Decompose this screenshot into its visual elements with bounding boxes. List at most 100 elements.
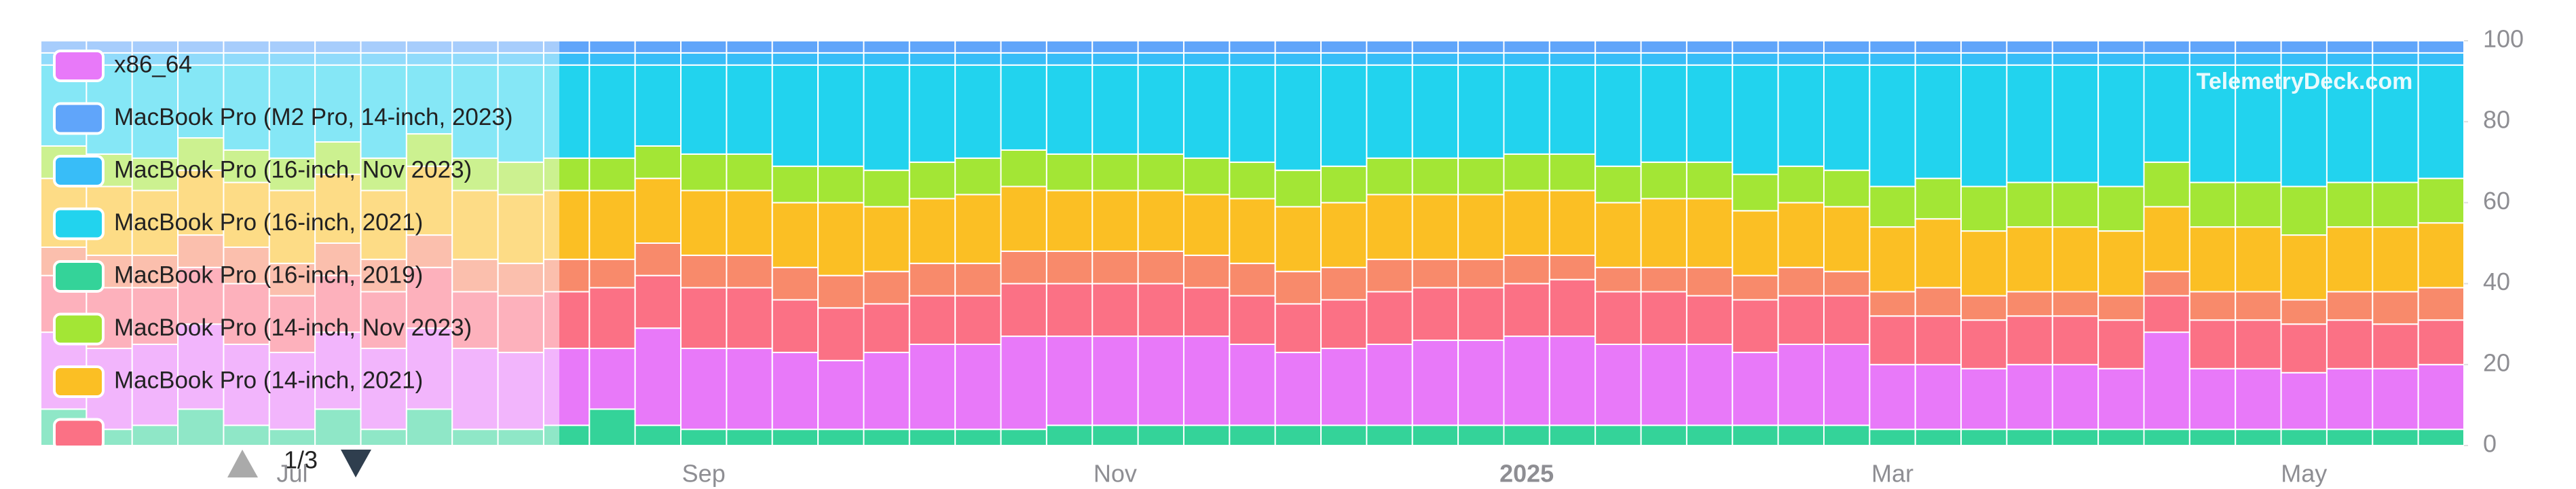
bar-segment <box>1732 299 1779 353</box>
y-tick-label: 20 <box>2483 348 2510 376</box>
bar-segment <box>771 429 819 446</box>
bar-segment <box>2326 40 2374 54</box>
bar-segment <box>1320 347 1368 427</box>
bar-segment <box>2006 315 2053 365</box>
bar-segment <box>2372 291 2419 325</box>
bar-segment <box>1548 64 1597 155</box>
bar-segment <box>1548 254 1597 280</box>
bar-segment <box>817 274 865 309</box>
bar-segment <box>2280 185 2328 236</box>
bar-segment <box>1091 153 1139 192</box>
bar-segment <box>542 258 591 293</box>
bar-segment <box>2143 206 2190 272</box>
bar-segment <box>1914 315 1962 365</box>
bar-segment <box>2417 319 2465 365</box>
bar-segment <box>1229 424 1276 447</box>
bar-segment <box>1914 429 1962 446</box>
bar-segment <box>1640 198 1687 268</box>
legend-prev[interactable] <box>227 450 258 477</box>
bar-segment <box>1777 266 1825 297</box>
bar-segment <box>2051 291 2099 317</box>
bar-segment <box>1640 266 1687 293</box>
bar-segment <box>1685 295 1734 346</box>
y-tick-label: 60 <box>2483 187 2510 215</box>
bar-segment <box>2097 230 2145 297</box>
bar-segment <box>223 64 270 151</box>
bar-segment <box>2097 319 2145 369</box>
bar-segment <box>589 189 636 260</box>
bar-segment <box>1274 40 1322 54</box>
bar-segment <box>1640 424 1687 447</box>
bar-segment <box>1320 40 1368 54</box>
bar-segment <box>1640 291 1687 345</box>
bar-segment <box>1732 424 1779 447</box>
bar-segment <box>908 161 956 200</box>
legend-label: MacBook Pro (14-inch, 2021) <box>114 367 423 393</box>
bar-segment <box>1960 40 2008 54</box>
bar-segment <box>1594 64 1642 167</box>
bar-segment <box>2235 429 2282 446</box>
legend-next[interactable] <box>341 450 371 477</box>
bar-segment <box>1548 153 1597 192</box>
bar-segment <box>1274 303 1322 353</box>
bar-segment <box>1274 64 1322 171</box>
bar-segment <box>1411 258 1459 289</box>
bar-segment <box>2188 291 2237 321</box>
bar-segment <box>1182 424 1231 447</box>
bar-segment <box>2372 367 2419 431</box>
bar-segment <box>1914 40 1962 54</box>
bar-segment <box>1869 52 1916 66</box>
bar-segment <box>771 299 819 353</box>
bar-segment <box>2280 64 2328 187</box>
bar-segment <box>863 206 910 272</box>
bar-segment <box>1777 64 1825 167</box>
bar-segment <box>1320 165 1368 204</box>
bar-segment <box>1732 52 1779 66</box>
bar-segment <box>954 157 1002 196</box>
bar-segment <box>1091 189 1139 252</box>
x-tick-label: Mar <box>1871 460 1914 488</box>
bar-segment <box>1229 262 1276 297</box>
bar-segment <box>1823 344 1871 427</box>
bar-segment <box>1869 363 1916 431</box>
bar-segment <box>1732 351 1779 427</box>
bar-segment <box>863 270 910 305</box>
bar-segment <box>1274 424 1322 447</box>
bar-segment <box>1777 165 1825 204</box>
bar-segment <box>954 344 1002 431</box>
bar-segment <box>1594 266 1642 293</box>
bar-segment <box>1640 40 1687 54</box>
bar-segment <box>177 234 225 268</box>
bar-segment <box>1229 344 1276 427</box>
bar-segment <box>2051 64 2099 183</box>
bar-segment <box>177 137 225 171</box>
bar-segment <box>1548 336 1597 427</box>
bar-segment <box>1777 52 1825 66</box>
bar-segment <box>1594 165 1642 204</box>
bar-segment <box>1320 202 1368 268</box>
bar-segment <box>2417 52 2465 66</box>
bar-segment <box>634 242 682 276</box>
bar-segment <box>1914 218 1962 289</box>
bar-segment <box>726 189 773 256</box>
bar-segment <box>451 157 499 192</box>
bar-segment <box>1823 206 1871 272</box>
bar-segment <box>2006 429 2053 446</box>
bar-segment <box>1640 344 1687 427</box>
bar-segment <box>1503 64 1550 155</box>
bar-segment <box>589 347 636 410</box>
bar-segment <box>2188 64 2237 183</box>
bar-segment <box>634 64 682 147</box>
bar-segment <box>1960 185 2008 232</box>
bar-segment <box>1869 291 1916 317</box>
bar-segment <box>131 254 179 289</box>
bar-segment <box>634 177 682 244</box>
bar-segment <box>1000 52 1047 66</box>
bar-segment <box>1411 194 1459 260</box>
bar-segment <box>1503 153 1550 192</box>
bar-segment <box>1137 250 1184 285</box>
bar-segment <box>451 347 499 431</box>
bar-segment <box>1274 270 1322 305</box>
bar-segment <box>1457 340 1505 427</box>
bar-segment <box>2417 177 2465 224</box>
